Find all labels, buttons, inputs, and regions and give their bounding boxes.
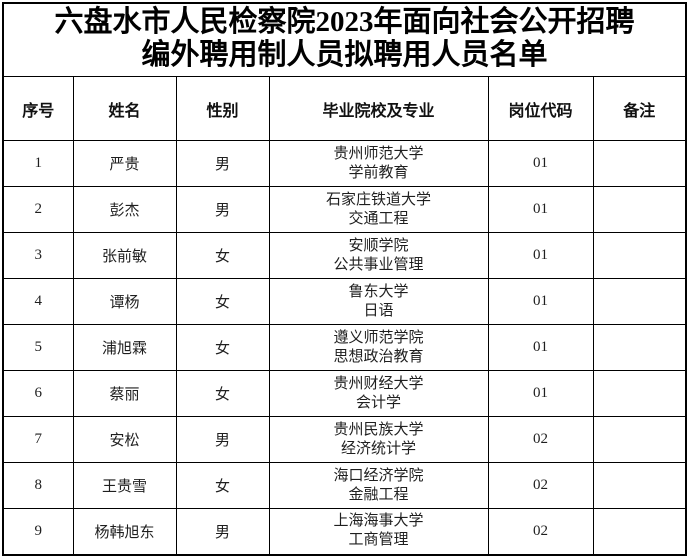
cell-name: 浦旭霖 [72, 324, 177, 371]
cell-remarks [592, 140, 687, 187]
col-header-school-major: 毕业院校及专业 [268, 76, 489, 141]
school-name: 贵州师范大学 [333, 145, 424, 162]
cell-serial: 6 [2, 370, 74, 417]
cell-gender: 男 [175, 186, 270, 233]
cell-gender: 女 [175, 232, 270, 279]
major-name: 经济统计学 [340, 440, 416, 457]
page-title: 六盘水市人民检察院2023年面向社会公开招聘 编外聘用制人员拟聘用人员名单 [2, 2, 687, 77]
table-row: 8 王贵雪 女 海口经济学院 金融工程 02 [2, 462, 687, 509]
cell-gender: 男 [175, 140, 270, 187]
page-title-line1: 六盘水市人民检察院2023年面向社会公开招聘 [54, 6, 635, 38]
school-name: 贵州民族大学 [333, 421, 424, 438]
cell-name: 杨韩旭东 [72, 508, 177, 555]
school-name: 海口经济学院 [333, 467, 424, 484]
cell-serial: 8 [2, 462, 74, 509]
school-name: 遵义师范学院 [333, 329, 424, 346]
table-row: 5 浦旭霖 女 遵义师范学院 思想政治教育 01 [2, 324, 687, 371]
cell-name: 彭杰 [72, 186, 177, 233]
cell-gender: 女 [175, 278, 270, 325]
table-row: 9 杨韩旭东 男 上海海事大学 工商管理 02 [2, 508, 687, 555]
cell-school-major: 遵义师范学院 思想政治教育 [268, 324, 489, 371]
col-header-serial: 序号 [2, 76, 74, 141]
cell-name: 严贵 [72, 140, 177, 187]
cell-name: 安松 [72, 416, 177, 463]
cell-remarks [592, 324, 687, 371]
cell-name: 蔡丽 [72, 370, 177, 417]
school-name: 石家庄铁道大学 [325, 191, 431, 208]
cell-remarks [592, 232, 687, 279]
cell-gender: 女 [175, 324, 270, 371]
cell-position-code: 01 [487, 186, 594, 233]
cell-school-major: 上海海事大学 工商管理 [268, 508, 489, 555]
cell-position-code: 01 [487, 324, 594, 371]
cell-position-code: 02 [487, 416, 594, 463]
cell-remarks [592, 462, 687, 509]
major-name: 工商管理 [348, 532, 409, 549]
cell-school-major: 海口经济学院 金融工程 [268, 462, 489, 509]
major-name: 金融工程 [348, 486, 409, 503]
cell-remarks [592, 508, 687, 555]
cell-serial: 5 [2, 324, 74, 371]
cell-remarks [592, 186, 687, 233]
table-row: 7 安松 男 贵州民族大学 经济统计学 02 [2, 416, 687, 463]
cell-name: 王贵雪 [72, 462, 177, 509]
major-name: 交通工程 [348, 210, 409, 227]
school-name: 上海海事大学 [333, 513, 424, 530]
cell-school-major: 贵州财经大学 会计学 [268, 370, 489, 417]
table-row: 4 谭杨 女 鲁东大学 日语 01 [2, 278, 687, 325]
cell-serial: 2 [2, 186, 74, 233]
cell-serial: 4 [2, 278, 74, 325]
major-name: 会计学 [355, 394, 401, 411]
table-row: 1 严贵 男 贵州师范大学 学前教育 01 [2, 140, 687, 187]
cell-remarks [592, 416, 687, 463]
cell-gender: 男 [175, 508, 270, 555]
cell-school-major: 鲁东大学 日语 [268, 278, 489, 325]
cell-serial: 1 [2, 140, 74, 187]
cell-name: 张前敏 [72, 232, 177, 279]
table-row: 6 蔡丽 女 贵州财经大学 会计学 01 [2, 370, 687, 417]
table-header-row: 序号 姓名 性别 毕业院校及专业 岗位代码 备注 [2, 76, 687, 141]
cell-serial: 9 [2, 508, 74, 555]
col-header-position-code: 岗位代码 [487, 76, 594, 141]
col-header-gender: 性别 [175, 76, 270, 141]
col-header-name: 姓名 [72, 76, 177, 141]
cell-school-major: 贵州师范大学 学前教育 [268, 140, 489, 187]
school-name: 鲁东大学 [348, 283, 409, 300]
col-header-remarks: 备注 [592, 76, 687, 141]
title-row: 六盘水市人民检察院2023年面向社会公开招聘 编外聘用制人员拟聘用人员名单 [2, 2, 687, 77]
cell-position-code: 01 [487, 370, 594, 417]
table-row: 2 彭杰 男 石家庄铁道大学 交通工程 01 [2, 186, 687, 233]
major-name: 公共事业管理 [333, 256, 424, 273]
cell-position-code: 02 [487, 508, 594, 555]
cell-gender: 男 [175, 416, 270, 463]
major-name: 日语 [363, 302, 394, 319]
major-name: 学前教育 [348, 164, 409, 181]
table-row: 3 张前敏 女 安顺学院 公共事业管理 01 [2, 232, 687, 279]
cell-remarks [592, 278, 687, 325]
cell-position-code: 02 [487, 462, 594, 509]
major-name: 思想政治教育 [333, 348, 424, 365]
school-name: 安顺学院 [348, 237, 409, 254]
cell-serial: 7 [2, 416, 74, 463]
cell-position-code: 01 [487, 140, 594, 187]
cell-position-code: 01 [487, 232, 594, 279]
cell-school-major: 贵州民族大学 经济统计学 [268, 416, 489, 463]
cell-remarks [592, 370, 687, 417]
school-name: 贵州财经大学 [333, 375, 424, 392]
page-title-line2: 编外聘用制人员拟聘用人员名单 [141, 39, 548, 71]
cell-position-code: 01 [487, 278, 594, 325]
cell-serial: 3 [2, 232, 74, 279]
cell-school-major: 石家庄铁道大学 交通工程 [268, 186, 489, 233]
cell-gender: 女 [175, 462, 270, 509]
cell-gender: 女 [175, 370, 270, 417]
cell-name: 谭杨 [72, 278, 177, 325]
cell-school-major: 安顺学院 公共事业管理 [268, 232, 489, 279]
